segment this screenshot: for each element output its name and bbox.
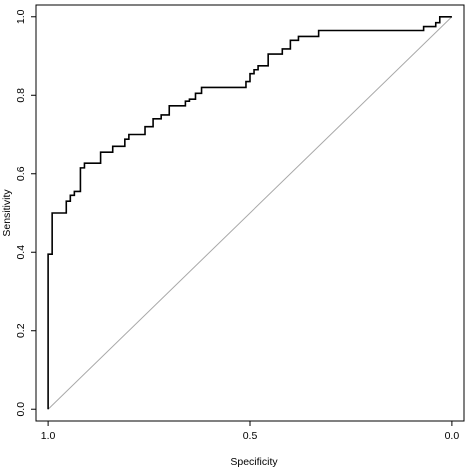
x-axis-title: Specificity <box>230 456 278 468</box>
x-axis: 1.0 0.5 0.0 <box>41 421 460 442</box>
y-tick-label: 0.8 <box>15 88 27 103</box>
y-tick-label: 0.6 <box>15 166 27 181</box>
x-tick-label: 0.5 <box>243 430 258 442</box>
y-tick-label: 0.4 <box>15 245 27 260</box>
y-tick-label: 0.2 <box>15 323 27 338</box>
y-tick-label: 0.0 <box>15 402 27 417</box>
x-tick-label: 0.0 <box>445 430 460 442</box>
y-tick-label: 1.0 <box>15 9 27 24</box>
y-axis-title: Sensitivity <box>1 189 13 237</box>
reference-diagonal-line <box>47 16 453 410</box>
y-axis: 0.0 0.2 0.4 0.6 0.8 1.0 <box>15 9 36 417</box>
roc-curve <box>47 15 452 410</box>
x-tick-label: 1.0 <box>41 430 56 442</box>
